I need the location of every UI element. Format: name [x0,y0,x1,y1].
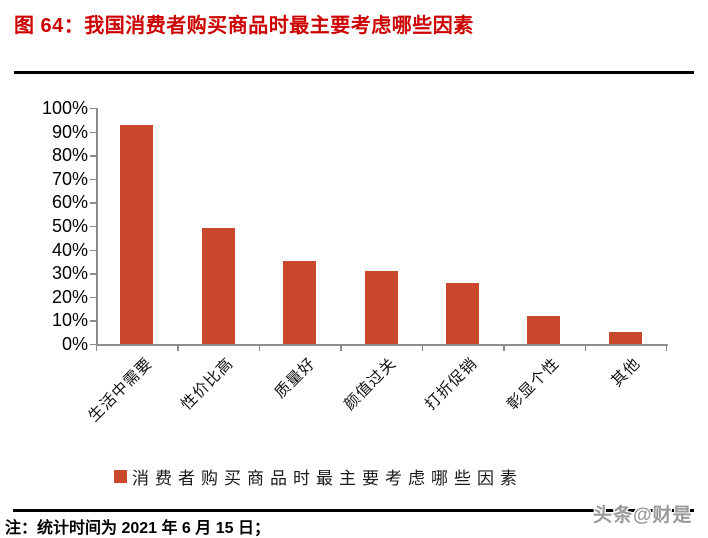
y-axis-tick-label: 50% [51,216,88,236]
y-axis-tick [90,273,96,275]
x-axis-tick [584,345,586,351]
watermark: 头条@财是 [593,505,693,526]
chart-legend: 消费者购买商品时最主要考虑哪些因素 [114,464,523,489]
y-axis-tick [90,155,96,157]
legend-label: 消费者购买商品时最主要考虑哪些因素 [132,469,523,488]
bar-chart: 0% 10% 20% 30% 40% 50% 60% 70% 80% 90% 100% 生活中需要 性价… [41,98,668,425]
y-axis-tick [90,344,96,346]
y-axis-tick-label: 100% [41,98,88,118]
bar [120,124,154,344]
x-axis-tick [258,345,261,351]
y-axis-tick-label: 90% [51,121,88,142]
y-axis-tick [90,131,96,133]
y-axis-tick [90,249,96,251]
bar [608,332,642,344]
y-axis-tick [90,178,96,181]
y-axis-tick [90,202,96,204]
source-note: 注：统计时间为 2021 年 6 月 15 日； [5,520,270,537]
x-axis-tick [666,345,668,351]
y-axis-tick-label: 70% [51,168,88,189]
y-axis-tick-label: 0% [61,334,88,354]
figure-title: 图 64：我国消费者购买商品时最主要考虑哪些因素 [14,15,474,37]
y-axis-tick [90,226,96,228]
y-axis-tick-label: 40% [51,239,88,260]
y-axis-line [96,108,98,346]
x-axis-tick [421,345,424,351]
y-axis-tick-label: 80% [51,145,88,166]
legend-swatch-icon [114,470,127,483]
x-axis-tick [340,345,342,351]
y-axis-tick-label: 10% [51,310,88,331]
x-axis-line [96,344,668,346]
bar [527,315,561,344]
footer-divider [13,509,694,512]
title-divider [14,71,694,74]
y-axis-tick [90,320,96,322]
y-axis-tick-label: 30% [51,263,88,284]
bar [364,270,398,344]
x-axis-tick [96,345,98,351]
bar [201,228,235,344]
bar [445,282,479,344]
x-axis-tick [177,345,179,351]
y-axis-tick [90,108,96,110]
y-axis-tick-label: 20% [51,286,88,307]
y-axis-tick [90,296,96,299]
x-axis-tick [503,345,505,351]
y-axis-tick-label: 60% [51,192,88,213]
bar [283,261,317,344]
